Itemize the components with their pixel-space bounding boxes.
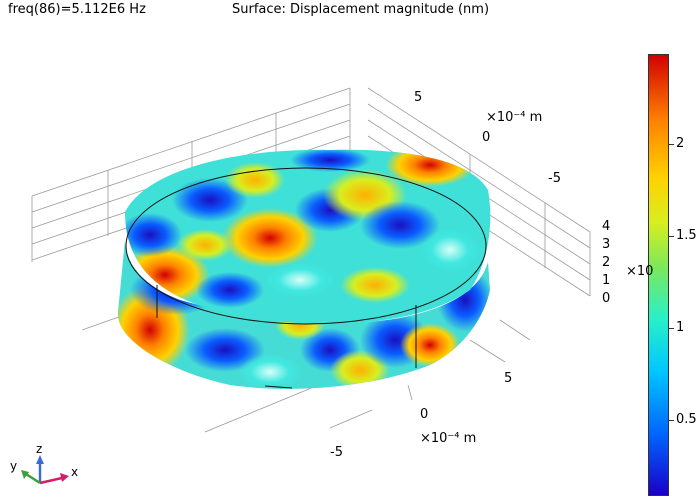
x-tick: 5 — [504, 371, 512, 386]
x-tick: -5 — [330, 445, 343, 460]
colorbar-tick-mark — [668, 144, 674, 145]
triad-x-label: x — [71, 465, 78, 479]
cylinder-top — [125, 149, 491, 324]
x-axis-unit: ×10⁻⁴ m — [420, 431, 476, 446]
axis-triad: z y x — [10, 442, 78, 485]
colorbar-tick-mark — [668, 236, 674, 237]
colorbar-tick-mark — [668, 328, 674, 329]
z-tick: 2 — [602, 255, 610, 270]
y-tick: -5 — [548, 171, 561, 186]
z-tick: 0 — [602, 291, 610, 306]
z-tick: 3 — [602, 237, 610, 252]
x-tick: 0 — [420, 407, 428, 422]
frequency-label: freq(86)=5.112E6 Hz — [8, 2, 146, 17]
y-axis-unit: ×10⁻⁴ m — [486, 110, 542, 125]
y-tick: 0 — [482, 130, 490, 145]
colorbar-tick: 1 — [676, 320, 685, 335]
triad-z-label: z — [36, 442, 42, 456]
z-tick: 4 — [602, 219, 610, 234]
colorbar-tick: 1.5 — [676, 228, 696, 243]
geometry-outline — [125, 167, 487, 389]
z-tick: 1 — [602, 273, 610, 288]
plot-title: Surface: Displacement magnitude (nm) — [232, 2, 490, 17]
colorbar-tick: 0.5 — [676, 412, 696, 427]
colorbar-tick: 2 — [676, 136, 685, 151]
colorbar-tick-mark — [668, 420, 674, 421]
color-legend-bar — [648, 54, 669, 496]
y-tick: 5 — [414, 90, 422, 105]
triad-y-label: y — [10, 459, 17, 473]
z-axis-unit: ×10 — [626, 264, 654, 279]
